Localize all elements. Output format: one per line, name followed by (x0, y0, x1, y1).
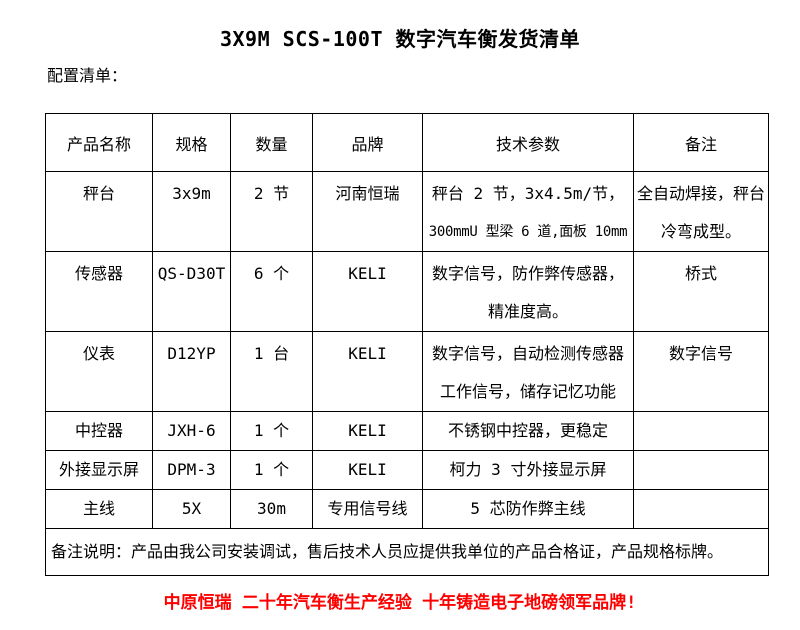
table-remark-row: 备注说明：产品由我公司安装调试，售后技术人员应提供我单位的产品合格证，产品规格标… (45, 528, 769, 576)
tech-params-line: 数字信号，防作弊传感器， (431, 264, 624, 283)
cell-quantity: 6 个 (230, 251, 313, 332)
tech-params-line: 柯力 3 寸外接显示屏 (449, 460, 607, 479)
cell-tech-params: 不锈钢中控器，更稳定 (422, 411, 634, 451)
cell-quantity: 2 节 (230, 171, 313, 252)
table-row-platform: 秤台 3x9m 2 节 河南恒瑞 秤台 2 节，3x4.5m/节， 300mmU… (45, 171, 769, 252)
col-header-spec: 规格 (152, 113, 231, 172)
cell-spec: 3x9m (152, 171, 231, 252)
table-row-external-display: 外接显示屏 DPM-3 1 个 KELI 柯力 3 寸外接显示屏 (45, 450, 769, 490)
cell-quantity: 1 个 (230, 450, 313, 490)
cell-spec: QS-D30T (152, 251, 231, 332)
table-row-main-cable: 主线 5X 30m 专用信号线 5 芯防作弊主线 (45, 489, 769, 529)
cell-note (633, 450, 769, 490)
tech-params-line: 不锈钢中控器，更稳定 (447, 421, 608, 440)
cell-brand: KELI (312, 331, 423, 412)
delivery-list-table: 产品名称 规格 数量 品牌 技术参数 备注 秤台 3x9m 2 节 河南恒瑞 秤… (45, 113, 769, 576)
cell-brand: KELI (312, 411, 423, 451)
tech-params-line: 精准度高。 (487, 302, 568, 321)
cell-quantity: 30m (230, 489, 313, 529)
tech-params-line: 300mmU 型梁 6 道,面板 10mm (428, 224, 628, 240)
cell-brand: 河南恒瑞 (312, 171, 423, 252)
tech-params-line: 5 芯防作弊主线 (470, 499, 586, 518)
cell-note: 数字信号 (633, 331, 769, 412)
cell-product-name: 外接显示屏 (45, 450, 153, 490)
col-header-brand: 品牌 (312, 113, 423, 172)
cell-brand: KELI (312, 450, 423, 490)
remark-note: 备注说明：产品由我公司安装调试，售后技术人员应提供我单位的产品合格证，产品规格标… (45, 528, 769, 576)
tech-params-line: 秤台 2 节，3x4.5m/节， (431, 184, 625, 203)
cell-note: 全自动焊接，秤台冷弯成型。 (633, 171, 769, 252)
cell-tech-params: 数字信号，自动检测传感器 工作信号，储存记忆功能 (422, 331, 634, 412)
table-row-sensor: 传感器 QS-D30T 6 个 KELI 数字信号，防作弊传感器， 精准度高。 … (45, 251, 769, 332)
col-header-tech-params: 技术参数 (422, 113, 634, 172)
cell-tech-params: 柯力 3 寸外接显示屏 (422, 450, 634, 490)
tech-params-line: 数字信号，自动检测传感器 (431, 344, 624, 363)
cell-quantity: 1 个 (230, 411, 313, 451)
cell-tech-params: 5 芯防作弊主线 (422, 489, 634, 529)
col-header-product-name: 产品名称 (45, 113, 153, 172)
tech-params-line: 工作信号，储存记忆功能 (439, 382, 616, 401)
cell-tech-params: 秤台 2 节，3x4.5m/节， 300mmU 型梁 6 道,面板 10mm (422, 171, 634, 252)
cell-tech-params: 数字信号，防作弊传感器， 精准度高。 (422, 251, 634, 332)
table-row-controller: 中控器 JXH-6 1 个 KELI 不锈钢中控器，更稳定 (45, 411, 769, 451)
cell-product-name: 主线 (45, 489, 153, 529)
table-header-row: 产品名称 规格 数量 品牌 技术参数 备注 (45, 113, 769, 172)
cell-note (633, 489, 769, 529)
cell-spec: JXH-6 (152, 411, 231, 451)
table-row-indicator: 仪表 D12YP 1 台 KELI 数字信号，自动检测传感器 工作信号，储存记忆… (45, 331, 769, 412)
cell-product-name: 中控器 (45, 411, 153, 451)
cell-quantity: 1 台 (230, 331, 313, 412)
cell-product-name: 仪表 (45, 331, 153, 412)
cell-spec: D12YP (152, 331, 231, 412)
col-header-quantity: 数量 (230, 113, 313, 172)
brand-slogan: 中原恒瑞 二十年汽车衡生产经验 十年铸造电子地磅领军品牌! (163, 593, 637, 613)
cell-product-name: 秤台 (45, 171, 153, 252)
cell-note (633, 411, 769, 451)
cell-note: 桥式 (633, 251, 769, 332)
cell-spec: 5X (152, 489, 231, 529)
col-header-note: 备注 (633, 113, 769, 172)
cell-product-name: 传感器 (45, 251, 153, 332)
config-list-label: 配置清单： (47, 66, 128, 85)
cell-spec: DPM-3 (152, 450, 231, 490)
page-title: 3X9M SCS-100T 数字汽车衡发货清单 (219, 27, 581, 51)
cell-brand: 专用信号线 (312, 489, 423, 529)
cell-brand: KELI (312, 251, 423, 332)
